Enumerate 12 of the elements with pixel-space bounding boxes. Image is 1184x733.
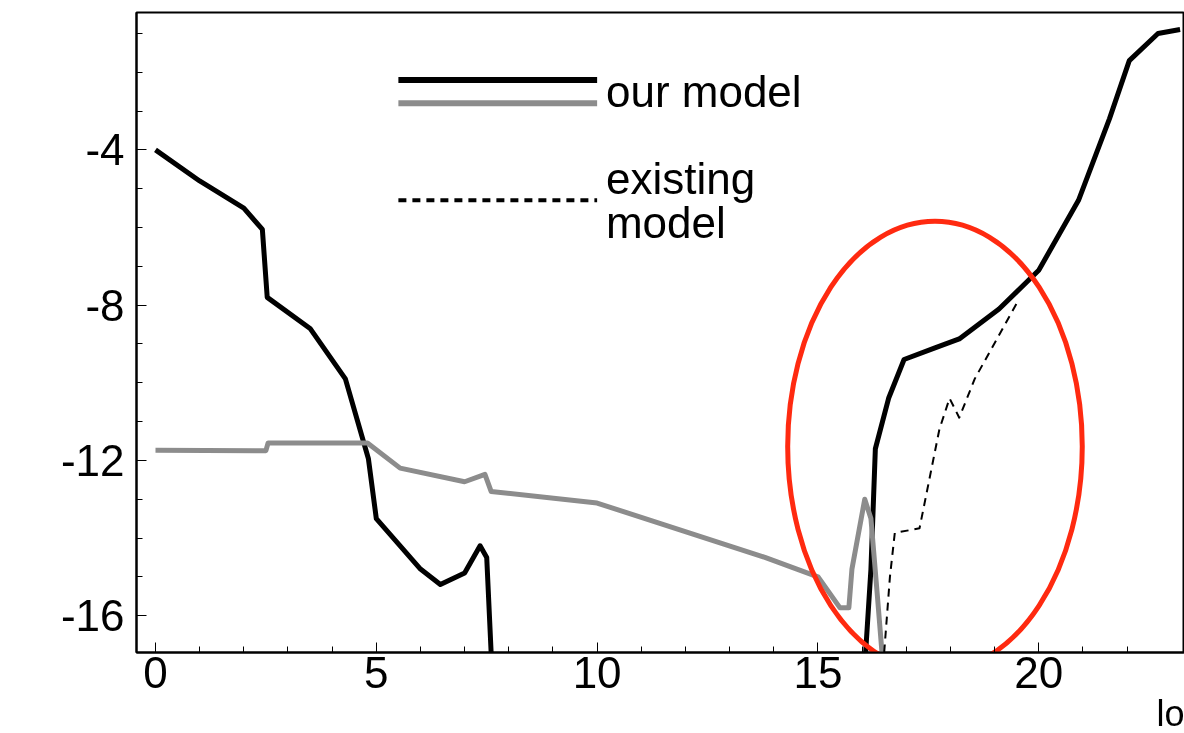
x-tick-label: 15 xyxy=(793,647,843,697)
y-tick-label: -4 xyxy=(85,125,125,175)
y-tick-label: -16 xyxy=(60,591,125,641)
legend-label: existing model xyxy=(605,153,756,247)
x-tick-label: 0 xyxy=(143,647,168,697)
y-tick-label: -12 xyxy=(60,435,125,485)
y-tick-label: -8 xyxy=(85,280,125,330)
x-tick-label: 10 xyxy=(572,647,622,697)
x-tick-label: 20 xyxy=(1014,647,1064,697)
x-axis-title: lo xyxy=(1156,692,1184,733)
x-tick-label: 5 xyxy=(364,647,389,697)
legend-label: our model xyxy=(605,67,802,117)
